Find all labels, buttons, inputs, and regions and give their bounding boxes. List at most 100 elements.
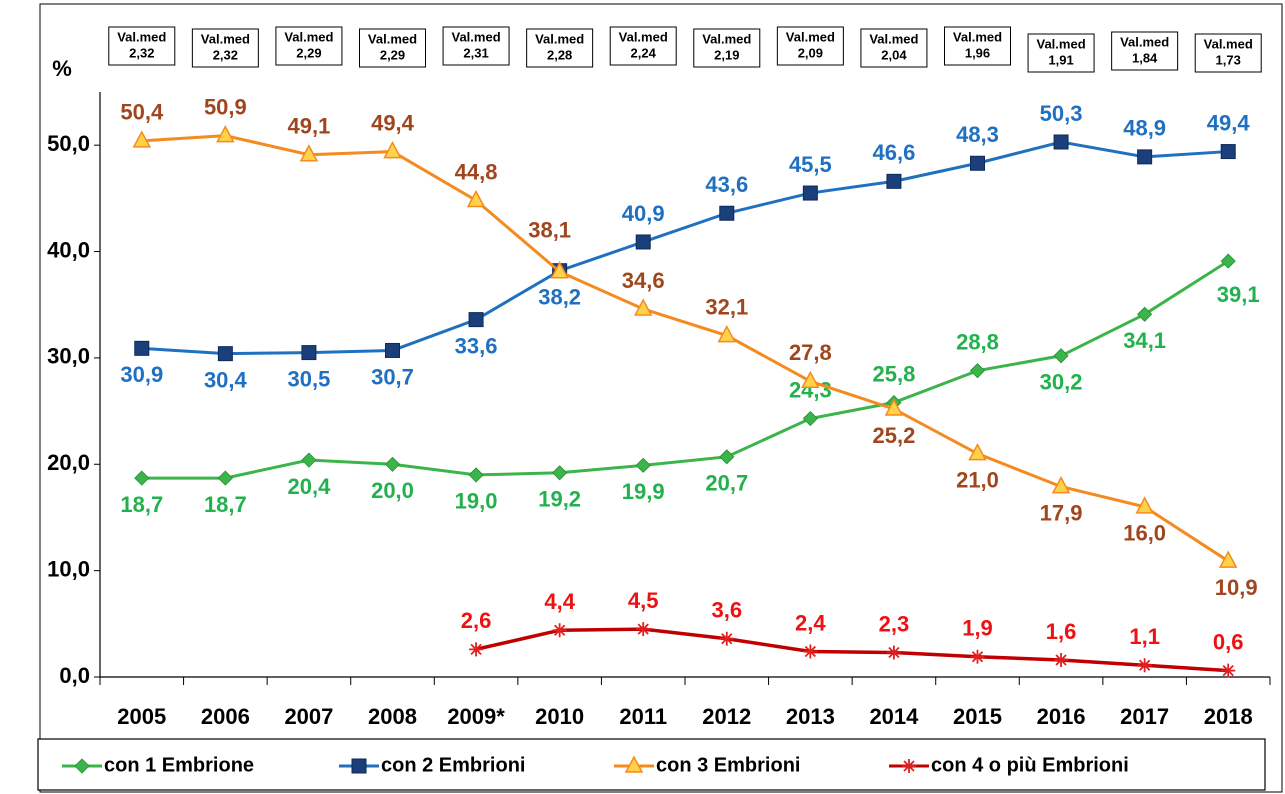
marker xyxy=(624,755,644,773)
data-label: 45,5 xyxy=(789,152,832,177)
data-label: 2,6 xyxy=(461,608,492,633)
marker xyxy=(1053,348,1069,364)
data-label: 33,6 xyxy=(455,333,498,358)
mean-box-value: 1,84 xyxy=(1132,50,1158,65)
data-label: 49,4 xyxy=(1207,110,1251,135)
x-tick-label: 2016 xyxy=(1037,704,1086,729)
data-label: 40,9 xyxy=(622,201,665,226)
marker xyxy=(970,155,985,171)
data-label: 20,4 xyxy=(288,474,332,499)
data-label: 28,8 xyxy=(956,329,999,354)
marker xyxy=(802,185,818,201)
x-tick-label: 2012 xyxy=(702,704,751,729)
data-label: 19,9 xyxy=(622,479,665,504)
mean-box xyxy=(108,26,176,66)
marker xyxy=(970,649,985,664)
marker xyxy=(217,470,233,486)
x-tick-label: 2008 xyxy=(368,704,417,729)
mean-box xyxy=(1111,31,1179,71)
mean-box-value: 2,24 xyxy=(631,45,657,60)
data-label: 38,1 xyxy=(528,218,571,243)
marker xyxy=(217,346,233,362)
data-label: 27,8 xyxy=(789,340,832,365)
data-label: 20,0 xyxy=(371,478,414,503)
marker xyxy=(1218,550,1238,568)
marker xyxy=(469,642,484,657)
series-line xyxy=(475,627,1229,673)
marker xyxy=(550,261,569,279)
marker xyxy=(1054,652,1069,667)
data-label: 19,2 xyxy=(538,487,581,512)
mean-box-value: 2,29 xyxy=(380,47,405,62)
y-tick-label: 50,0 xyxy=(47,131,90,156)
data-label: 49,1 xyxy=(288,114,331,139)
data-label: 10,9 xyxy=(1215,575,1258,600)
x-tick-label: 2018 xyxy=(1204,704,1253,729)
marker xyxy=(968,443,987,461)
data-label: 50,4 xyxy=(120,100,164,125)
data-label: 50,3 xyxy=(1040,101,1083,126)
data-label: 30,5 xyxy=(288,366,331,391)
data-label: 18,7 xyxy=(204,492,247,517)
x-tick-label: 2017 xyxy=(1120,704,1169,729)
data-label: 30,7 xyxy=(371,364,414,389)
data-label: 30,9 xyxy=(120,362,163,387)
mean-box xyxy=(442,26,510,66)
mean-box-value: 1,91 xyxy=(1048,52,1073,67)
marker xyxy=(802,410,818,427)
data-label: 19,0 xyxy=(455,489,498,514)
legend-label: con 3 Embrioni xyxy=(656,754,800,776)
data-label: 0,6 xyxy=(1213,629,1244,654)
x-tick-label: 2015 xyxy=(953,704,1002,729)
data-label: 32,1 xyxy=(705,294,748,319)
mean-box-title: Val.med xyxy=(1204,36,1253,51)
legend-label: con 1 Embrione xyxy=(104,754,254,776)
data-label: 20,7 xyxy=(705,471,748,496)
marker xyxy=(635,457,651,473)
data-label: 30,2 xyxy=(1040,370,1083,395)
mean-box xyxy=(860,28,928,68)
data-label: 48,9 xyxy=(1123,116,1166,141)
data-label: 25,2 xyxy=(873,423,916,448)
marker xyxy=(299,144,319,162)
mean-box-title: Val.med xyxy=(452,29,501,44)
marker xyxy=(636,622,651,637)
mean-box-value: 1,96 xyxy=(965,45,990,60)
marker xyxy=(383,140,402,159)
data-label: 3,6 xyxy=(711,598,742,623)
marker xyxy=(886,645,901,660)
marker xyxy=(719,449,735,465)
mean-box xyxy=(1027,33,1095,73)
x-tick-label: 2009* xyxy=(447,704,505,729)
mean-box-title: Val.med xyxy=(368,31,417,46)
y-tick-label: 20,0 xyxy=(47,450,90,475)
data-label: 1,9 xyxy=(962,616,993,641)
data-label: 4,5 xyxy=(628,588,659,613)
mean-box-title: Val.med xyxy=(702,31,751,46)
marker xyxy=(884,398,904,416)
x-tick-label: 2007 xyxy=(284,704,333,729)
marker xyxy=(1137,149,1153,165)
data-label: 30,4 xyxy=(204,367,248,392)
mean-box xyxy=(275,26,343,66)
marker xyxy=(1137,658,1152,673)
x-tick-label: 2013 xyxy=(786,704,835,729)
mean-box xyxy=(776,26,844,66)
mean-box-title: Val.med xyxy=(953,29,1002,44)
mean-box xyxy=(191,28,259,68)
x-tick-label: 2010 xyxy=(535,704,584,729)
data-label: 2,3 xyxy=(879,611,910,636)
series-line xyxy=(141,134,1230,563)
data-label: 49,4 xyxy=(371,110,415,135)
x-tick-label: 2006 xyxy=(201,704,250,729)
marker xyxy=(384,456,401,472)
mean-box xyxy=(944,26,1011,66)
data-label: 16,0 xyxy=(1123,521,1166,546)
y-unit: % xyxy=(52,56,72,81)
mean-box-title: Val.med xyxy=(201,31,250,46)
mean-box-value: 2,09 xyxy=(798,45,823,60)
marker xyxy=(351,758,367,774)
mean-box xyxy=(1194,33,1262,73)
data-label: 1,6 xyxy=(1046,619,1077,644)
